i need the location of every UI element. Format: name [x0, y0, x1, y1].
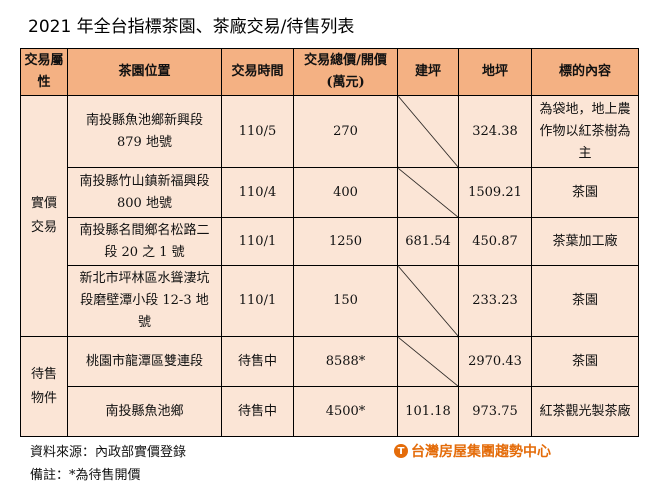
table-row: 待售物件 桃園市龍潭區雙連段 待售中 8588* 2970.43 茶園 [20, 336, 639, 437]
time-cell: 待售中 [221, 336, 294, 387]
building-area-empty-cell [397, 336, 459, 387]
time-cell: 待售中 [221, 386, 294, 437]
table-row: 新北市坪林區水聳淒坑段磨壁潭小段 12-3 地號 110/1 150 233.23 茶園 [21, 265, 639, 337]
price-cell: 400 [293, 167, 398, 218]
location-cell: 南投縣魚池鄉 [67, 386, 222, 437]
page-title: 2021 年全台指標茶園、茶廠交易/待售列表 [28, 17, 355, 37]
location-cell: 南投縣名間鄉名松路二段 20 之 1 號 [67, 217, 222, 266]
land-area-cell: 233.23 [458, 265, 532, 337]
price-cell: 8588* [293, 336, 398, 387]
tea-garden-table: 交易屬性 茶園位置 交易時間 交易總價/開價(萬元) 建坪 地坪 標的內容 實價… [20, 48, 639, 437]
location-cell: 南投縣魚池鄉新興段 879 地號 [67, 95, 222, 168]
location-cell: 南投縣竹山鎮新福興段 800 地號 [67, 167, 222, 218]
price-cell: 270 [293, 95, 398, 168]
table-row: 南投縣魚池鄉 待售中 4500* 101.18 973.75 紅茶觀光製茶廠 [21, 386, 639, 437]
time-cell: 110/1 [221, 217, 294, 266]
price-cell: 1250 [293, 217, 398, 266]
land-area-cell: 973.75 [458, 386, 532, 437]
group-label: 實價交易 [20, 95, 68, 337]
content-cell: 茶葉加工廠 [531, 217, 639, 266]
header-time: 交易時間 [221, 48, 294, 96]
content-cell: 茶園 [531, 265, 639, 337]
location-cell: 桃園市龍潭區雙連段 [67, 336, 222, 387]
company-logo: T 台灣房屋集團趨勢中心 [394, 441, 551, 461]
time-cell: 110/4 [221, 167, 294, 218]
table-row: 實價交易 南投縣魚池鄉新興段 879 地號 110/5 270 324.38 為袋地，地上… [20, 95, 639, 337]
table-header-row: 交易屬性 茶園位置 交易時間 交易總價/開價(萬元) 建坪 地坪 標的內容 [20, 48, 639, 96]
header-location: 茶園位置 [67, 48, 222, 96]
time-cell: 110/1 [221, 265, 294, 337]
time-cell: 110/5 [221, 95, 294, 168]
building-area-cell: 101.18 [397, 386, 459, 437]
content-cell: 茶園 [531, 336, 639, 387]
land-area-cell: 324.38 [458, 95, 532, 168]
header-price: 交易總價/開價(萬元) [293, 48, 398, 96]
content-cell: 紅茶觀光製茶廠 [531, 386, 639, 437]
table-row: 南投縣竹山鎮新福興段 800 地號 110/4 400 1509.21 茶園 [21, 167, 639, 218]
land-area-cell: 450.87 [458, 217, 532, 266]
logo-icon: T [394, 444, 408, 458]
building-area-empty-cell [397, 95, 459, 168]
building-area-cell: 681.54 [397, 217, 459, 266]
content-cell: 為袋地，地上農作物以紅茶樹為主 [531, 95, 639, 168]
land-area-cell: 1509.21 [458, 167, 532, 218]
logo-text: 台灣房屋集團趨勢中心 [411, 444, 551, 460]
price-cell: 150 [293, 265, 398, 337]
land-area-cell: 2970.43 [458, 336, 532, 387]
source-note: 資料來源：內政部實價登錄 [30, 445, 187, 460]
building-area-empty-cell [397, 167, 459, 218]
table-row: 南投縣名間鄉名松路二段 20 之 1 號 110/1 1250 681.54 450.8… [21, 217, 639, 266]
group-label: 待售物件 [20, 336, 68, 437]
building-area-empty-cell [397, 265, 459, 337]
header-content: 標的內容 [531, 48, 639, 96]
location-cell: 新北市坪林區水聳淒坑段磨壁潭小段 12-3 地號 [67, 265, 222, 337]
remark-note: 備註：*為待售開價 [30, 468, 141, 483]
header-building-area: 建坪 [397, 48, 459, 96]
header-type: 交易屬性 [20, 48, 68, 96]
content-cell: 茶園 [531, 167, 639, 218]
price-cell: 4500* [293, 386, 398, 437]
header-land-area: 地坪 [458, 48, 532, 96]
